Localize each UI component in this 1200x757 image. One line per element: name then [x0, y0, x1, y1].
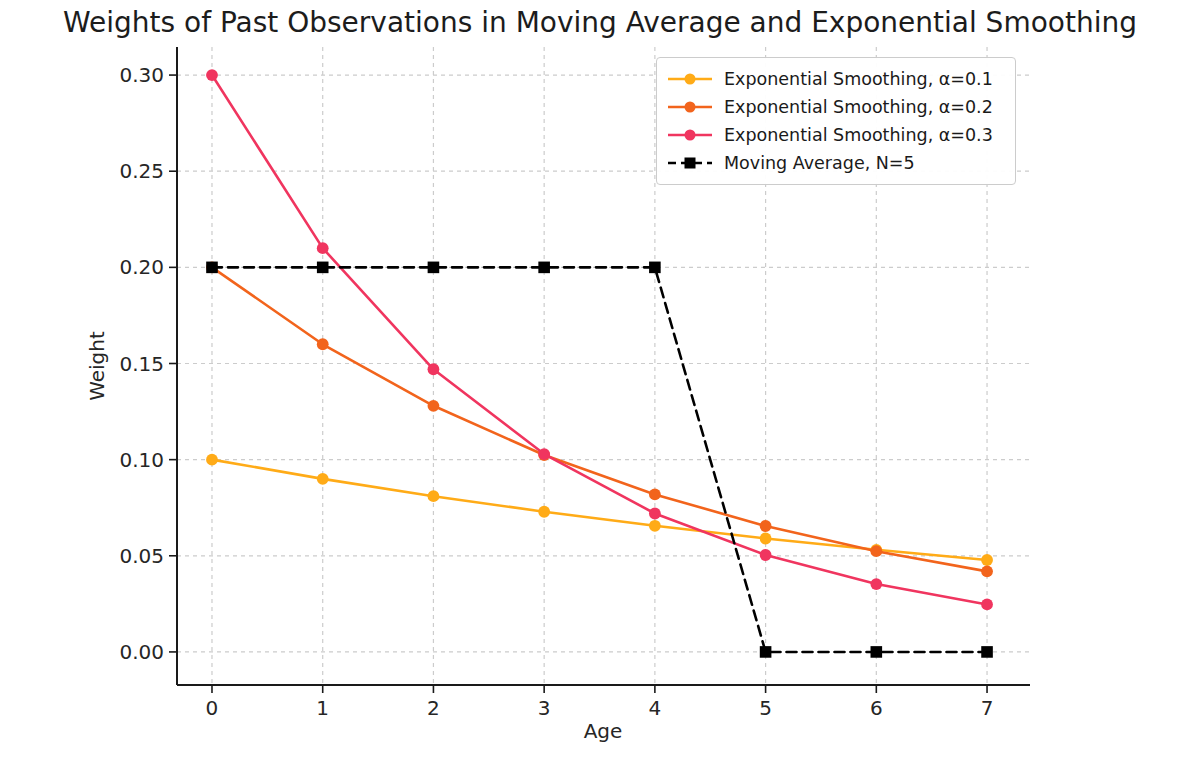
data-point-marker — [760, 549, 772, 561]
data-point-marker — [649, 508, 661, 520]
x-tick-label: 6 — [870, 696, 883, 720]
data-point-marker — [428, 490, 440, 502]
data-point-marker — [317, 242, 329, 254]
data-point-marker — [649, 489, 661, 501]
y-tick-label: 0.30 — [119, 63, 164, 87]
circle-marker-icon — [685, 130, 696, 141]
y-tick-label: 0.20 — [119, 255, 164, 279]
legend: Exponential Smoothing, α=0.1 Exponential … — [656, 57, 1016, 185]
data-point-marker — [428, 262, 440, 274]
legend-entry: Moving Average, N=5 — [667, 149, 1005, 177]
data-point-marker — [206, 262, 218, 274]
data-point-marker — [649, 520, 661, 532]
data-point-marker — [649, 262, 661, 274]
y-tick-label: 0.00 — [119, 640, 164, 664]
legend-label: Exponential Smoothing, α=0.3 — [724, 125, 993, 145]
data-point-marker — [206, 454, 218, 466]
legend-line-sample — [667, 127, 713, 143]
data-point-marker — [538, 448, 550, 460]
x-tick-label: 1 — [316, 696, 329, 720]
circle-marker-icon — [685, 74, 696, 85]
data-point-marker — [317, 473, 329, 485]
data-point-marker — [428, 363, 440, 375]
square-marker-icon — [685, 158, 696, 169]
legend-entry: Exponential Smoothing, α=0.2 — [667, 93, 1005, 121]
data-point-marker — [317, 338, 329, 350]
y-tick-label: 0.05 — [119, 544, 164, 568]
data-point-marker — [317, 262, 329, 274]
legend-line-sample — [667, 71, 713, 87]
legend-label: Moving Average, N=5 — [724, 153, 915, 173]
data-point-marker — [760, 520, 772, 532]
data-point-marker — [981, 554, 993, 566]
chart-figure: Weights of Past Observations in Moving A… — [0, 0, 1200, 757]
x-tick-label: 2 — [427, 696, 440, 720]
data-point-marker — [981, 599, 993, 611]
legend-label: Exponential Smoothing, α=0.2 — [724, 97, 993, 117]
data-point-marker — [538, 262, 550, 274]
legend-entry: Exponential Smoothing, α=0.1 — [667, 65, 1005, 93]
data-point-marker — [538, 506, 550, 518]
legend-label: Exponential Smoothing, α=0.1 — [724, 69, 993, 89]
data-point-marker — [760, 533, 772, 545]
x-tick-label: 0 — [206, 696, 219, 720]
circle-marker-icon — [685, 102, 696, 113]
data-point-marker — [760, 646, 772, 658]
plot-area: 0 1 2 3 4 5 6 7 0.00 0.05 0.10 0.15 0.20 0.25 0.30 — [0, 0, 1200, 757]
x-tick-label: 5 — [759, 696, 772, 720]
x-tick-label: 3 — [538, 696, 551, 720]
y-tick-label: 0.10 — [119, 448, 164, 472]
data-point-marker — [870, 578, 882, 590]
data-point-marker — [428, 400, 440, 412]
data-point-marker — [870, 545, 882, 557]
data-point-marker — [871, 646, 883, 658]
data-point-marker — [206, 69, 218, 81]
legend-line-sample — [667, 155, 713, 171]
legend-entry: Exponential Smoothing, α=0.3 — [667, 121, 1005, 149]
x-tick-label: 4 — [649, 696, 662, 720]
legend-line-sample — [667, 99, 713, 115]
y-tick-label: 0.25 — [119, 159, 164, 183]
series-line — [212, 267, 987, 652]
data-point-marker — [981, 646, 993, 658]
series-1 — [206, 261, 993, 577]
x-tick-label: 7 — [981, 696, 994, 720]
y-tick-label: 0.15 — [119, 352, 164, 376]
data-point-marker — [981, 565, 993, 577]
series-line — [212, 267, 987, 571]
